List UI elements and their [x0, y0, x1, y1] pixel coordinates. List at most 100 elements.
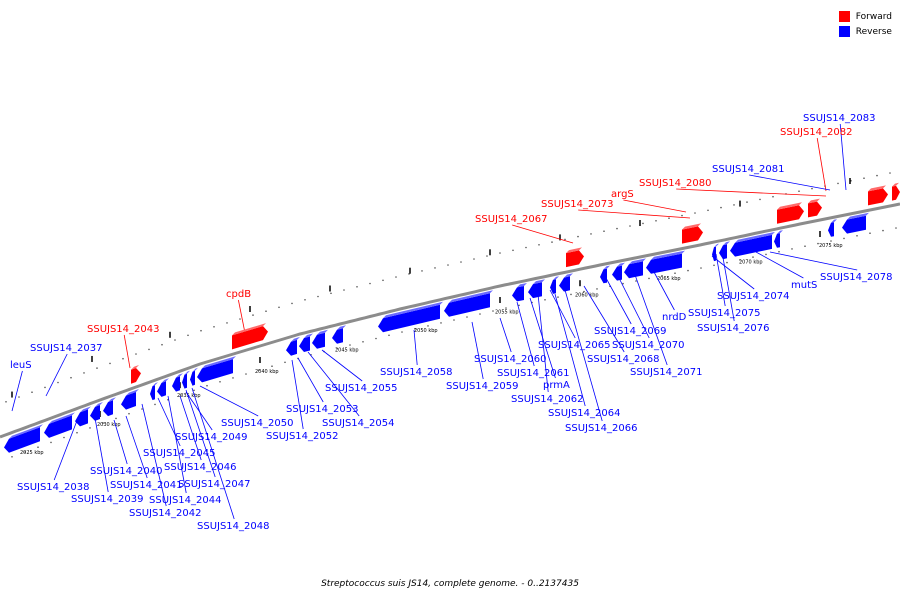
forward-gene-label: argS [611, 189, 634, 200]
reverse-gene-shade [533, 279, 545, 285]
forward-gene-label: SSUJS14_2067 [475, 214, 548, 225]
forward-gene-shade [232, 323, 266, 336]
reverse-gene [4, 424, 43, 453]
track-dot [713, 264, 715, 267]
track-dot [349, 344, 351, 346]
track-dot [206, 384, 208, 387]
track-dot [180, 394, 182, 396]
reverse-gene-body [103, 400, 113, 417]
track-dot [856, 235, 858, 237]
reverse-gene [44, 412, 75, 438]
track-dot [752, 256, 754, 258]
reverse-gene-label: SSUJS14_2037 [30, 343, 103, 354]
reverse-gene-label-leader [157, 397, 181, 447]
forward-gene-shade [892, 182, 899, 187]
track-dot [44, 386, 46, 389]
reverse-gene [378, 301, 443, 333]
reverse-gene-body [4, 427, 40, 453]
reverse-gene-label-leader [94, 417, 109, 493]
reverse-gene-shade [184, 370, 190, 375]
reverse-gene [512, 283, 527, 302]
reverse-gene-label-leader [321, 349, 363, 382]
reverse-gene-label-leader [185, 391, 213, 431]
track-dot [544, 299, 546, 301]
reverse-gene-shade [192, 367, 198, 372]
track-dot [18, 396, 20, 398]
track-dot [616, 227, 618, 230]
forward-gene-shade [868, 185, 886, 192]
reverse-gene-body [182, 373, 187, 389]
track-dot [804, 245, 806, 247]
track-dot [174, 339, 176, 341]
reverse-gene-shade [304, 333, 313, 338]
track-dot [11, 456, 13, 458]
forward-gene [892, 182, 900, 201]
reverse-gene-body [44, 415, 72, 438]
reverse-gene-label: SSUJS14_2068 [587, 354, 660, 365]
reverse-gene-label: mutS [791, 280, 817, 291]
track-dot [375, 337, 377, 340]
reverse-gene [550, 276, 559, 294]
forward-gene-label: SSUJS14_2082 [780, 127, 853, 138]
reverse-gene-label-leader [711, 255, 755, 290]
reverse-gene [730, 231, 775, 257]
track-dot [421, 270, 423, 272]
reverse-gene-label: SSUJS14_2074 [717, 291, 790, 302]
track-dot [271, 365, 273, 368]
reverse-gene-label: SSUJS14_2058 [380, 367, 453, 378]
reverse-gene-label-leader [199, 385, 259, 417]
track-dot [694, 212, 696, 214]
reverse-gene [444, 290, 493, 317]
reverse-gene-shade [95, 402, 103, 407]
scale-tick-label: 2025 kbp [20, 450, 44, 456]
reverse-gene-label: SSUJS14_2064 [548, 408, 621, 419]
forward-gene-label: SSUJS14_2043 [87, 324, 160, 335]
reverse-gene-label: SSUJS14_2041 [110, 480, 183, 491]
track-dot [882, 229, 884, 232]
track-dot [583, 290, 585, 293]
reverse-gene [157, 378, 169, 397]
reverse-gene-label-leader [167, 395, 187, 494]
reverse-gene-body [190, 370, 195, 386]
reverse-gene-shade [291, 336, 300, 342]
reverse-gene-label: SSUJS14_2039 [71, 494, 144, 505]
track-dot [102, 422, 104, 424]
track-dot [141, 408, 143, 410]
track-dot [265, 310, 267, 313]
reverse-gene [312, 329, 328, 349]
track-dot [213, 326, 215, 328]
reverse-gene-shade [723, 241, 730, 246]
track-dot [681, 214, 683, 217]
reverse-gene-shade [831, 219, 837, 223]
track-dot [284, 361, 286, 364]
reverse-gene-label: SSUJS14_2062 [511, 394, 584, 405]
reverse-gene-body [600, 268, 607, 284]
reverse-gene-body [512, 286, 524, 302]
legend-forward: Forward [838, 9, 892, 24]
reverse-gene-body [197, 359, 233, 383]
reverse-gene-shade [553, 276, 559, 280]
reverse-gene-label: SSUJS14_2040 [90, 466, 163, 477]
track-dot [50, 441, 52, 444]
reverse-gene-shade [152, 382, 158, 387]
forward-gene [566, 247, 584, 268]
forward-gene-body [892, 185, 900, 201]
track-dot [317, 295, 319, 298]
reverse-gene-shade [161, 378, 169, 383]
track-dot [759, 198, 761, 201]
reverse-gene [712, 243, 719, 262]
reverse-gene-body [719, 244, 727, 260]
forward-gene-body [131, 368, 141, 384]
track-dot [330, 292, 332, 295]
reverse-gene [828, 219, 837, 237]
track-dot [817, 242, 819, 245]
reverse-gene-shade [847, 212, 869, 220]
reverse-gene-shade [617, 262, 625, 267]
forward-gene [131, 365, 141, 384]
reverse-gene-label-leader [141, 403, 167, 507]
track-dot [655, 220, 657, 222]
reverse-gene-body [75, 409, 88, 427]
reverse-gene [332, 325, 346, 344]
reverse-gene-label: SSUJS14_2047 [178, 479, 251, 490]
